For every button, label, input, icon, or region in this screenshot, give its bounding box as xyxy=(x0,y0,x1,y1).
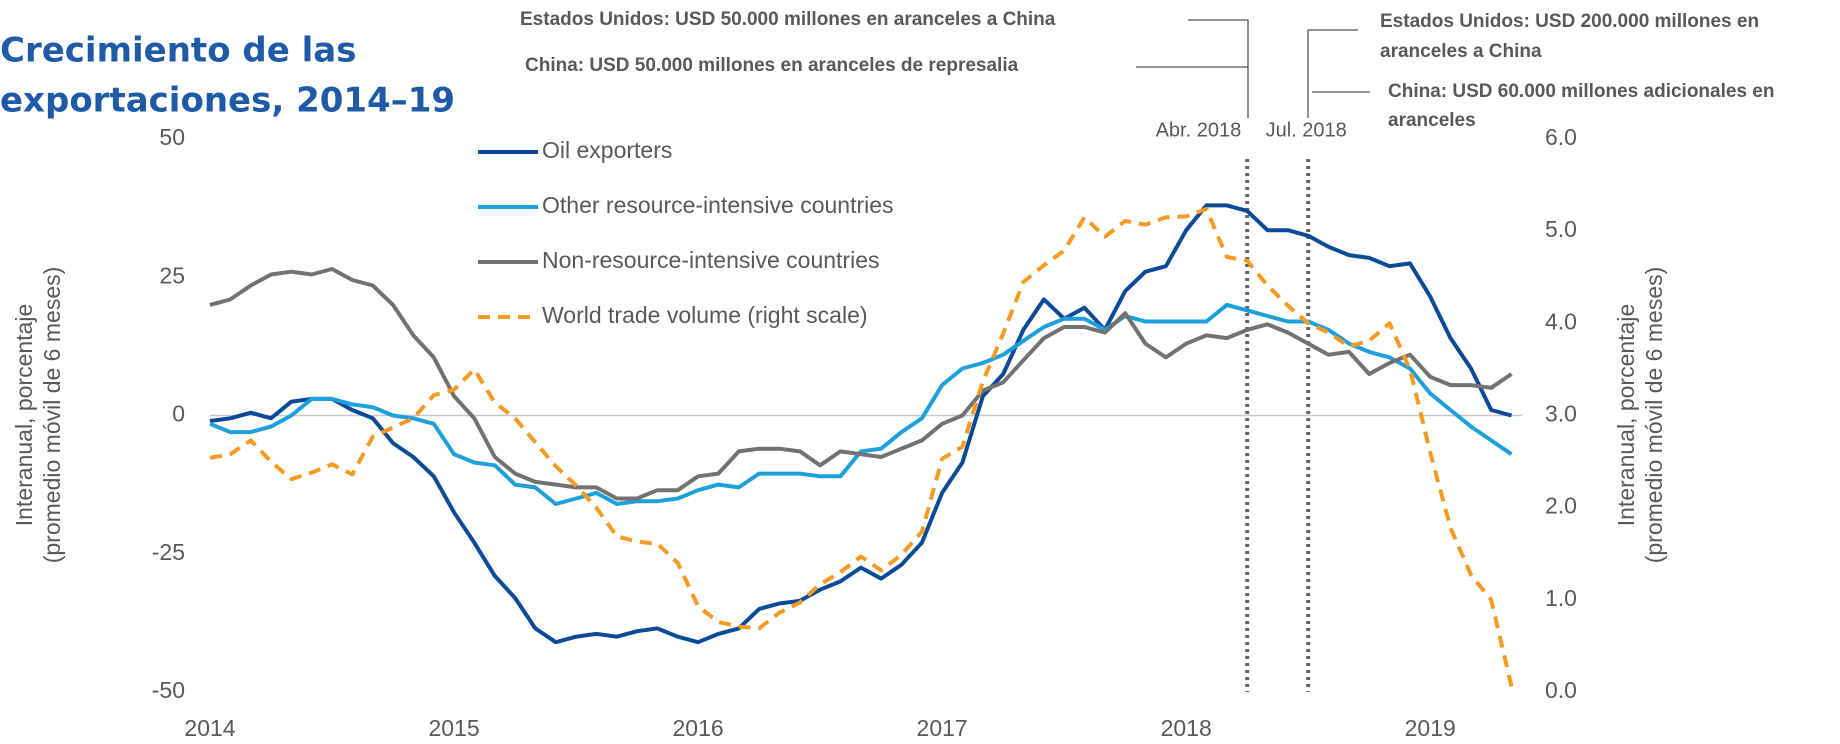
annotation: aranceles a China xyxy=(1380,41,1542,62)
y-tick-label: -50 xyxy=(152,677,185,703)
y2-tick-label: 4.0 xyxy=(1545,308,1577,334)
y2-axis-title-line: (promedio móvil de 6 meses) xyxy=(1641,267,1667,564)
legend-label: World trade volume (right scale) xyxy=(542,302,868,328)
y2-tick-label: 6.0 xyxy=(1545,124,1577,150)
y2-tick-label: 0.0 xyxy=(1545,677,1577,703)
annotation: China: USD 50.000 millones en aranceles … xyxy=(525,55,1019,76)
chart-title: exportaciones, 2014–19 xyxy=(0,81,455,121)
x-tick-label: 2017 xyxy=(917,715,968,741)
annotation-connector xyxy=(1136,19,1249,118)
legend-label: Other resource-intensive countries xyxy=(542,192,894,218)
series-line xyxy=(209,302,1513,506)
y-tick-label: -25 xyxy=(152,539,185,565)
y2-tick-label: 3.0 xyxy=(1545,401,1577,427)
series-line xyxy=(209,203,1513,645)
y2-axis-title-line: Interanual, porcentaje xyxy=(1613,304,1639,527)
annotation: China: USD 60.000 millones adicionales e… xyxy=(1388,81,1774,102)
y2-tick-label: 1.0 xyxy=(1545,585,1577,611)
annotation: aranceles xyxy=(1388,110,1476,131)
y-axis-title-line: Interanual, porcentaje xyxy=(11,304,37,527)
y2-tick-label: 2.0 xyxy=(1545,493,1577,519)
legend-label: Oil exporters xyxy=(542,137,672,163)
x-tick-label: 2015 xyxy=(428,715,479,741)
x-tick-label: 2018 xyxy=(1161,715,1212,741)
y-axis-title-line: (promedio móvil de 6 meses) xyxy=(39,267,65,564)
annotation: Estados Unidos: USD 50.000 millones en a… xyxy=(520,9,1056,30)
chart-title: Crecimiento de las xyxy=(0,31,356,71)
y-axis-title: Interanual, porcentaje (promedio móvil d… xyxy=(11,267,65,564)
y-tick-label: 50 xyxy=(159,124,185,150)
event-label: Jul. 2018 xyxy=(1266,119,1347,141)
x-tick-label: 2019 xyxy=(1405,715,1456,741)
y2-tick-label: 5.0 xyxy=(1545,216,1577,242)
series-line xyxy=(209,267,1513,501)
legend-label: Non-resource-intensive countries xyxy=(542,247,880,273)
y-tick-label: 25 xyxy=(159,262,185,288)
series-line xyxy=(209,207,1514,687)
annotation-connector xyxy=(1307,29,1370,118)
x-tick-label: 2016 xyxy=(673,715,724,741)
annotation: Estados Unidos: USD 200.000 millones en xyxy=(1380,11,1759,32)
x-tick-label: 2014 xyxy=(184,715,235,741)
y-tick-label: 0 xyxy=(172,401,185,427)
y2-axis-title: Interanual, porcentaje (promedio móvil d… xyxy=(1613,267,1667,564)
event-label: Abr. 2018 xyxy=(1156,119,1242,141)
